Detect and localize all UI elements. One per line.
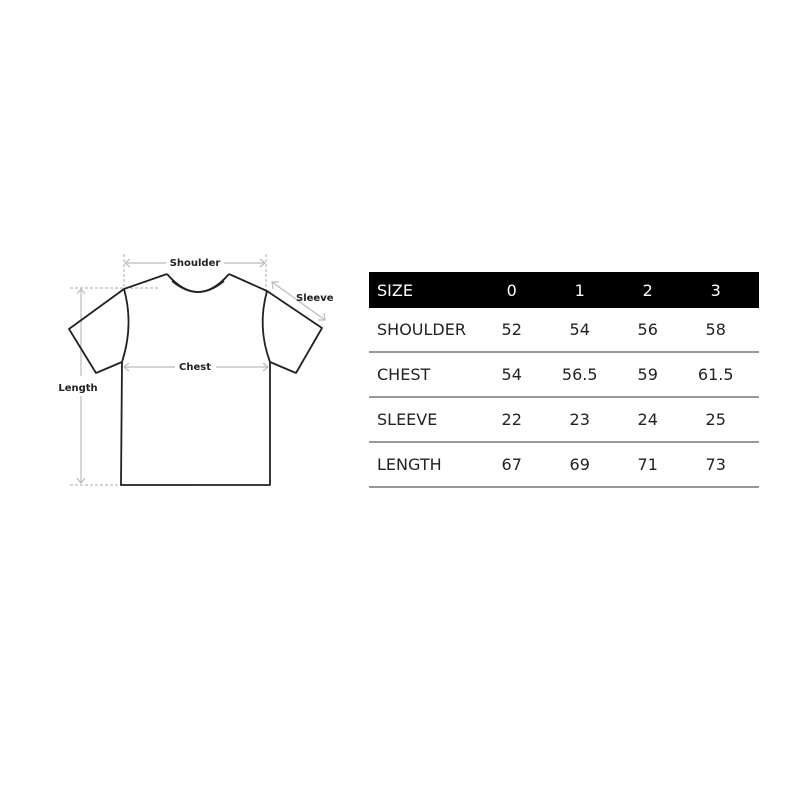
cell: 56.5: [536, 352, 623, 398]
cell: 71: [622, 442, 673, 488]
cell: 73: [672, 442, 759, 488]
size-chart-table: SIZE 0 1 2 3 SHOULDER 52 54 56 58 CHEST …: [369, 272, 759, 488]
cell: 54: [536, 308, 623, 353]
tshirt-outline: [68, 273, 323, 486]
table-row-sleeve: SLEEVE 22 23 24 25: [369, 397, 759, 443]
shoulder-label: Shoulder: [170, 258, 221, 269]
guide-lines: [70, 254, 267, 486]
cell: 54: [487, 352, 537, 398]
header-size-2: 2: [622, 272, 673, 308]
tshirt-measurement-diagram: Shoulder Sleeve Length Chest: [58, 254, 334, 486]
cell: 61.5: [672, 352, 759, 398]
row-label: SLEEVE: [369, 397, 487, 443]
row-label: LENGTH: [369, 442, 487, 488]
length-arrow: [76, 288, 86, 484]
cell: 52: [487, 308, 537, 353]
table-row-chest: CHEST 54 56.5 59 61.5: [369, 352, 759, 398]
row-label: SHOULDER: [369, 308, 487, 353]
table-row-shoulder: SHOULDER 52 54 56 58: [369, 308, 759, 353]
cell: 24: [622, 397, 673, 443]
sleeve-arrow: [271, 281, 326, 321]
header-size-3: 3: [672, 272, 759, 308]
shoulder-arrow: [124, 258, 266, 268]
table-row-length: LENGTH 67 69 71 73: [369, 442, 759, 488]
cell: 67: [487, 442, 537, 488]
length-label: Length: [58, 383, 97, 394]
cell: 56: [622, 308, 673, 353]
header-size: SIZE: [369, 272, 487, 308]
cell: 58: [672, 308, 759, 353]
cell: 69: [536, 442, 623, 488]
cell: 59: [622, 352, 673, 398]
header-size-1: 1: [536, 272, 623, 308]
cell: 22: [487, 397, 537, 443]
chest-label: Chest: [179, 362, 211, 373]
table-header-row: SIZE 0 1 2 3: [369, 272, 759, 308]
sleeve-label: Sleeve: [296, 293, 334, 304]
cell: 23: [536, 397, 623, 443]
cell: 25: [672, 397, 759, 443]
chest-arrow: [123, 362, 269, 372]
header-size-0: 0: [487, 272, 537, 308]
row-label: CHEST: [369, 352, 487, 398]
